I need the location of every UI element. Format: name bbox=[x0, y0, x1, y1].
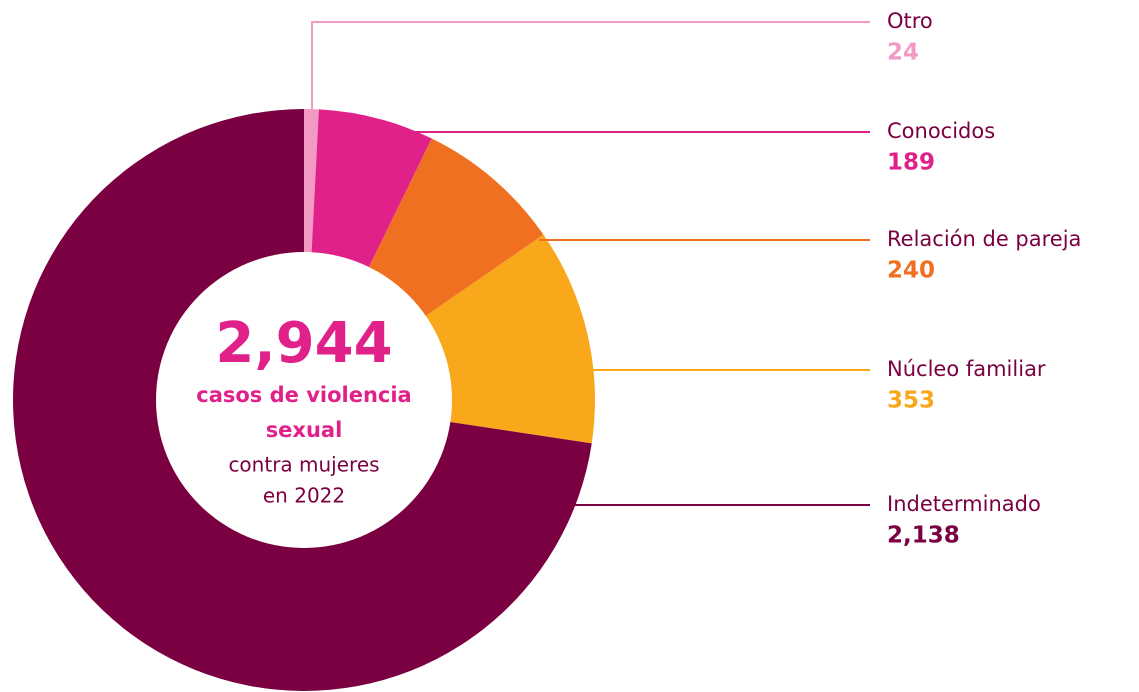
legend-label: Relación de pareja bbox=[887, 227, 1081, 251]
legend-label: Indeterminado bbox=[887, 492, 1041, 516]
center-text: casos de violencia bbox=[196, 383, 411, 407]
leader-line bbox=[311, 21, 870, 113]
donut-hole bbox=[156, 252, 452, 548]
center-total: 2,944 bbox=[215, 311, 392, 376]
value-label: 2,138 bbox=[887, 523, 960, 549]
center-text: sexual bbox=[266, 418, 343, 442]
legend-label: Núcleo familiar bbox=[887, 357, 1046, 381]
center-text: contra mujeres bbox=[228, 453, 379, 477]
legend-label: Otro bbox=[887, 9, 933, 33]
leaders bbox=[311, 21, 870, 506]
value-label: 189 bbox=[887, 150, 935, 176]
value-label: 24 bbox=[887, 40, 919, 66]
value-label: 240 bbox=[887, 258, 935, 284]
center-text: en 2022 bbox=[263, 484, 345, 508]
legend-label: Conocidos bbox=[887, 119, 995, 143]
value-label: 353 bbox=[887, 388, 935, 414]
